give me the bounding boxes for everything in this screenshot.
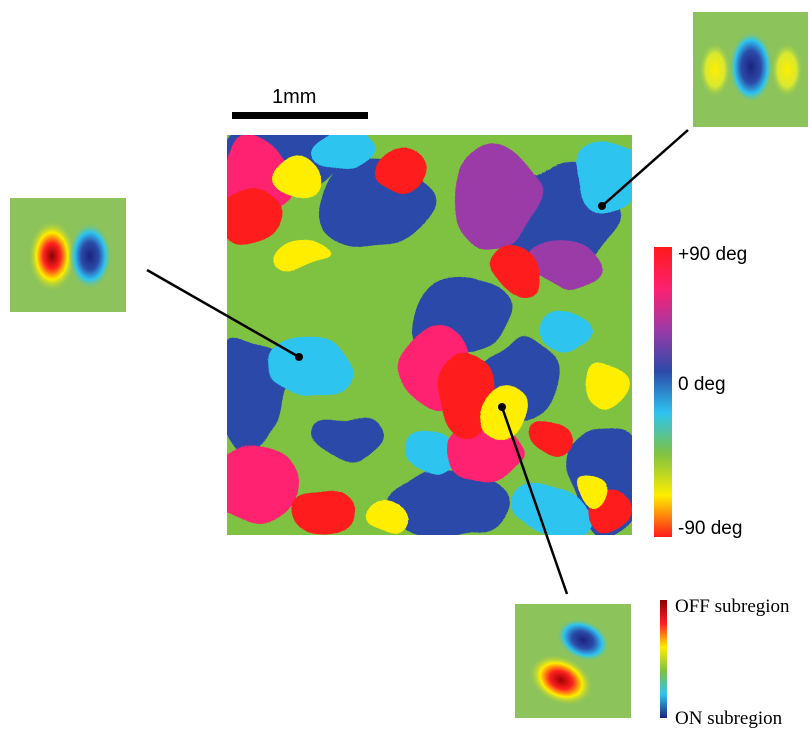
scale-bar-label: 1mm [272, 86, 317, 108]
orientation-max-label: +90 deg [678, 244, 748, 265]
receptive-field-bottom [515, 604, 631, 718]
receptive-field-left [10, 198, 126, 312]
subregion-colorbar [660, 600, 667, 718]
off-subregion-label: OFF subregion [675, 596, 790, 617]
orientation-min-label: -90 deg [678, 518, 743, 539]
orientation-mid-label: 0 deg [678, 374, 726, 395]
orientation-map [227, 135, 632, 535]
on-subregion-label: ON subregion [675, 708, 783, 729]
orientation-colorbar [654, 247, 672, 537]
scale-bar [232, 112, 368, 119]
receptive-field-top-right [693, 12, 808, 127]
